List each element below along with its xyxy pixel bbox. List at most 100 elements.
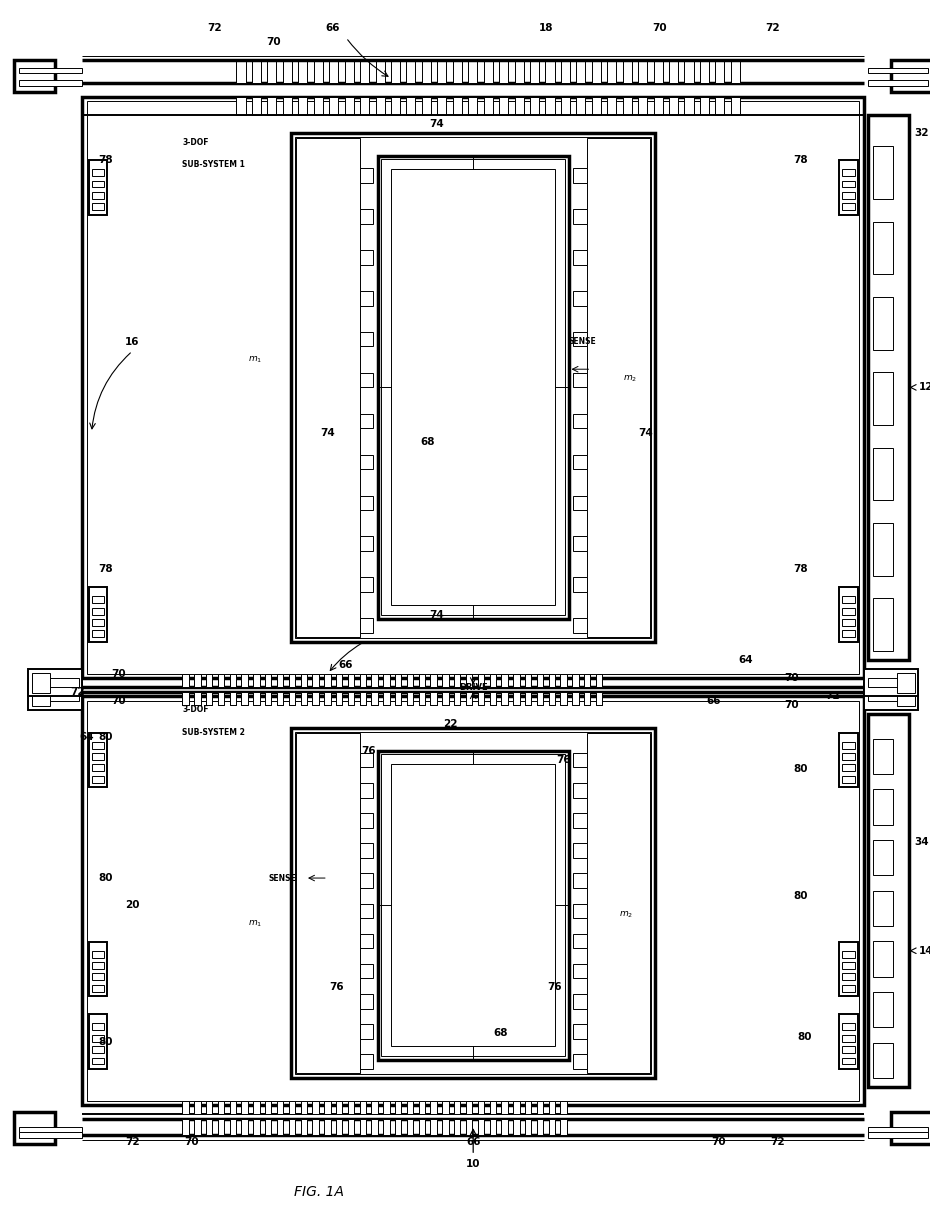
Bar	[869, 1132, 927, 1138]
Bar	[89, 733, 107, 787]
Text: 78: 78	[98, 155, 113, 165]
Bar	[336, 692, 342, 705]
Bar	[325, 692, 330, 705]
Bar	[431, 673, 437, 687]
Bar	[218, 692, 224, 705]
Bar	[873, 1043, 894, 1078]
Text: 64: 64	[80, 732, 94, 742]
Bar	[371, 692, 378, 705]
Text: 22: 22	[444, 719, 458, 728]
Bar	[466, 673, 472, 687]
Bar	[842, 963, 855, 969]
Text: 80: 80	[98, 874, 113, 883]
Text: 78: 78	[793, 155, 807, 165]
Bar	[842, 985, 855, 992]
Bar	[283, 96, 292, 115]
Bar	[360, 455, 373, 470]
Bar	[253, 673, 259, 687]
Bar	[700, 60, 709, 83]
Bar	[336, 1100, 342, 1114]
Bar	[638, 60, 647, 83]
Bar	[19, 1127, 83, 1132]
Bar	[873, 372, 894, 425]
Bar	[89, 942, 107, 997]
Bar	[288, 673, 295, 687]
Bar	[478, 673, 485, 687]
Bar	[573, 373, 587, 388]
Bar	[418, 1100, 425, 1114]
Text: 32: 32	[914, 128, 928, 138]
Text: FIG. 1A: FIG. 1A	[294, 1185, 344, 1198]
Bar	[381, 160, 565, 615]
Text: $m_2$: $m_2$	[618, 909, 632, 920]
Bar	[443, 673, 448, 687]
Bar	[206, 673, 212, 687]
Bar	[371, 673, 378, 687]
Bar	[840, 587, 857, 642]
Bar	[91, 753, 104, 760]
Bar	[253, 692, 259, 705]
Bar	[277, 692, 284, 705]
Bar	[530, 96, 539, 115]
Text: 80: 80	[98, 732, 113, 742]
Bar	[383, 673, 390, 687]
Bar	[32, 672, 50, 693]
Bar	[348, 692, 354, 705]
Bar	[478, 692, 485, 705]
Bar	[466, 1100, 472, 1114]
Bar	[283, 60, 292, 83]
Text: DRIVE: DRIVE	[458, 683, 487, 692]
Bar	[868, 692, 915, 700]
Bar	[873, 146, 894, 199]
Bar	[91, 985, 104, 992]
Text: 64: 64	[738, 655, 753, 665]
Bar	[842, 192, 855, 199]
Bar	[242, 692, 247, 705]
Bar	[840, 160, 857, 215]
Bar	[422, 60, 431, 83]
Text: $m_2$: $m_2$	[623, 373, 637, 383]
Bar	[91, 1024, 104, 1030]
Bar	[638, 96, 647, 115]
Bar	[700, 96, 709, 115]
Bar	[868, 678, 915, 687]
Bar	[242, 673, 247, 687]
Bar	[715, 60, 724, 83]
Bar	[376, 60, 385, 83]
Bar	[242, 673, 247, 687]
Bar	[873, 789, 894, 825]
Bar	[360, 1054, 373, 1069]
Bar	[607, 60, 617, 83]
Bar	[842, 597, 855, 603]
Bar	[378, 156, 568, 619]
Bar	[514, 60, 524, 83]
Bar	[431, 1119, 437, 1135]
Bar	[577, 60, 585, 83]
Bar	[182, 673, 189, 687]
Bar	[182, 673, 189, 687]
Bar	[454, 692, 460, 705]
Bar	[873, 598, 894, 651]
Bar	[715, 96, 724, 115]
Bar	[299, 60, 307, 83]
Bar	[265, 673, 272, 687]
Bar	[348, 1100, 354, 1114]
Bar	[360, 783, 373, 798]
Bar	[431, 692, 437, 705]
Bar	[573, 994, 587, 1009]
Bar	[206, 692, 212, 705]
Bar	[383, 692, 390, 705]
Bar	[14, 1113, 55, 1144]
Bar	[513, 673, 520, 687]
Bar	[842, 742, 855, 749]
Bar	[265, 692, 272, 705]
Text: 10: 10	[466, 1159, 481, 1169]
Bar	[182, 692, 189, 705]
Bar	[501, 1119, 508, 1135]
Text: 80: 80	[98, 1037, 113, 1047]
Bar	[501, 1100, 508, 1114]
Bar	[325, 673, 330, 687]
Bar	[268, 60, 276, 83]
Bar	[28, 669, 83, 697]
Bar	[395, 673, 402, 687]
